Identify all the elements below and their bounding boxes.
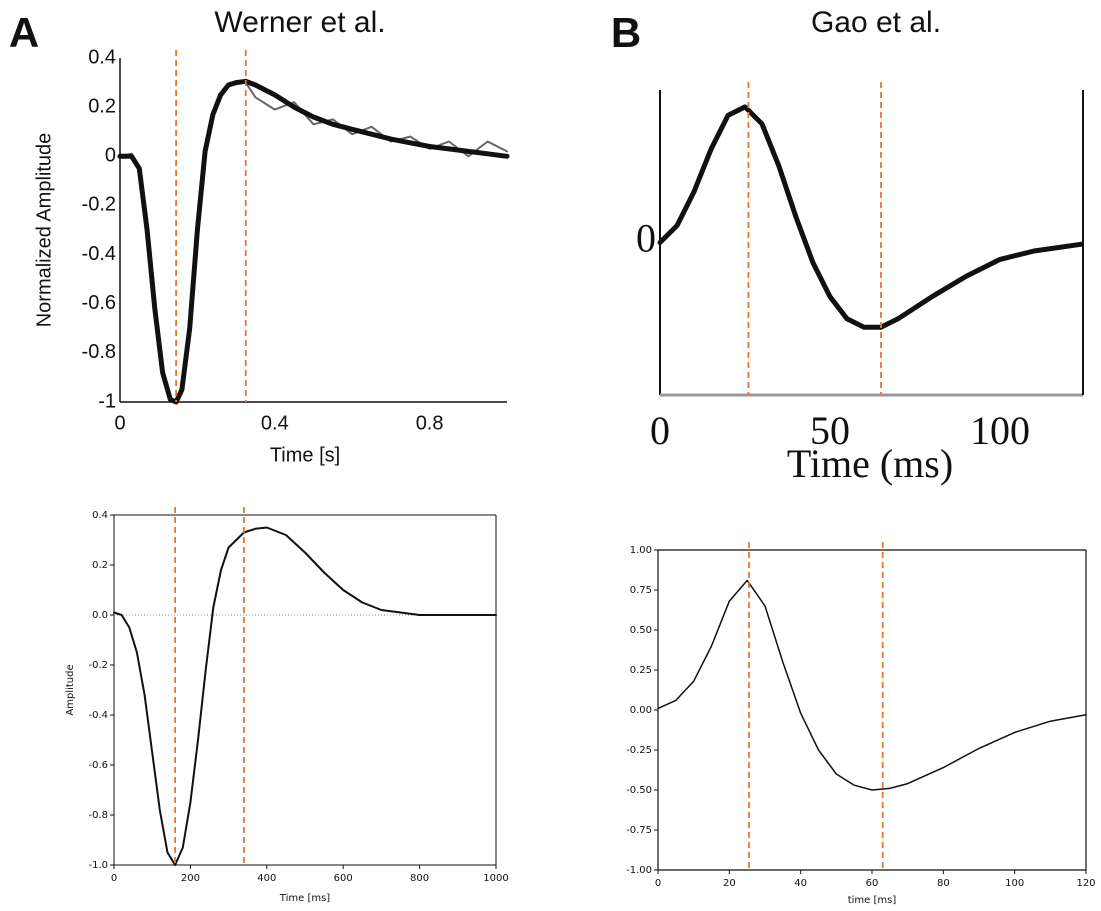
x-axis-label: Time [ms]: [279, 893, 331, 904]
x-tick-label: 100: [1005, 878, 1024, 889]
x-tick-label: 80: [937, 878, 950, 889]
x-tick-label: 1000: [483, 873, 508, 884]
x-tick-label: 200: [181, 873, 200, 884]
y-tick-label: 0.2: [88, 95, 116, 117]
y-tick-label: -0.2: [88, 660, 108, 671]
x-tick-label: 20: [723, 878, 736, 889]
y-tick-label: -0.4: [82, 243, 116, 265]
y-axis-label: Amplitude: [65, 664, 76, 715]
x-tick-label: 400: [257, 873, 276, 884]
y-tick-label: -0.50: [626, 785, 652, 796]
panel-title: Werner et al.: [214, 6, 385, 39]
x-tick-label: 0: [650, 408, 670, 453]
y-tick-label: 0.4: [92, 510, 108, 521]
y-tick-label: 0.50: [630, 625, 652, 636]
x-axis-label: Time (ms): [787, 441, 953, 486]
x-tick-label: 100: [970, 408, 1030, 453]
series-line: [113, 526, 497, 866]
y-tick-label: 0.2: [92, 560, 108, 571]
y-tick-label: 0.00: [630, 705, 652, 716]
x-axis-label: time [ms]: [848, 895, 897, 906]
x-tick-label: 50: [810, 408, 850, 453]
y-tick-label: -1.0: [88, 860, 108, 871]
series-line: [119, 81, 508, 403]
panel-title: Gao et al.: [811, 6, 941, 39]
x-tick-label: 40: [794, 878, 807, 889]
x-axis-label: Time [s]: [270, 444, 340, 466]
y-tick-label: -1.00: [626, 865, 652, 876]
y-tick-label: -0.6: [82, 292, 116, 314]
y-tick-label: 0: [105, 145, 116, 167]
x-tick-label: 0.8: [416, 412, 444, 434]
series-line: [117, 78, 510, 405]
y-tick-label: -0.8: [82, 341, 116, 363]
y-tick-label: 1.00: [630, 545, 652, 556]
x-tick-label: 120: [1076, 878, 1095, 889]
x-tick-label: 0: [111, 873, 117, 884]
panel-label: B: [611, 9, 641, 56]
x-tick-label: 600: [334, 873, 353, 884]
y-tick-label: 0.25: [630, 665, 652, 676]
y-tick-label: -0.75: [626, 825, 652, 836]
y-tick-label: 0.4: [88, 46, 116, 68]
y-tick-label: -0.2: [82, 194, 116, 216]
series-line: [657, 104, 1085, 330]
y-tick-label: -1: [98, 390, 116, 412]
x-tick-label: 0: [114, 412, 125, 434]
y-tick-label: 0: [636, 216, 656, 261]
x-tick-label: 0.4: [261, 412, 289, 434]
x-tick-label: 800: [410, 873, 429, 884]
y-axis-label: Normalized Amplitude: [33, 133, 55, 328]
y-tick-label: 0.75: [630, 585, 652, 596]
y-tick-label: -0.4: [88, 710, 108, 721]
y-tick-label: -0.6: [88, 760, 108, 771]
panel-label: A: [9, 9, 39, 56]
series-line: [657, 579, 1087, 791]
y-tick-label: -0.8: [88, 810, 108, 821]
y-tick-label: 0.0: [92, 610, 108, 621]
x-tick-label: 60: [866, 878, 879, 889]
y-tick-label: -0.25: [626, 745, 652, 756]
x-tick-label: 0: [655, 878, 661, 889]
